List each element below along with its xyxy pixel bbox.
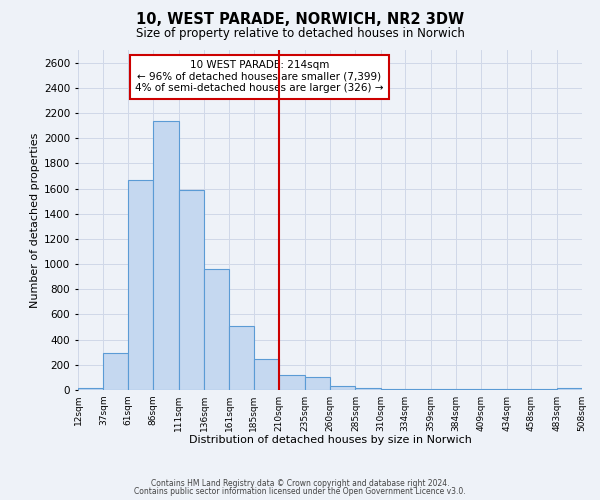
Bar — [179, 190, 204, 390]
Text: 10 WEST PARADE: 214sqm
← 96% of detached houses are smaller (7,399)
4% of semi-d: 10 WEST PARADE: 214sqm ← 96% of detached… — [135, 60, 383, 94]
Bar — [305, 378, 330, 390]
Bar — [229, 326, 254, 390]
Bar — [78, 388, 103, 390]
Bar — [355, 388, 381, 390]
X-axis label: Distribution of detached houses by size in Norwich: Distribution of detached houses by size … — [188, 436, 472, 446]
Text: 10, WEST PARADE, NORWICH, NR2 3DW: 10, WEST PARADE, NORWICH, NR2 3DW — [136, 12, 464, 28]
Text: Size of property relative to detached houses in Norwich: Size of property relative to detached ho… — [136, 28, 464, 40]
Y-axis label: Number of detached properties: Number of detached properties — [30, 132, 40, 308]
Bar — [103, 353, 128, 390]
Text: Contains HM Land Registry data © Crown copyright and database right 2024.: Contains HM Land Registry data © Crown c… — [151, 478, 449, 488]
Bar — [128, 180, 153, 390]
Bar — [153, 120, 179, 390]
Text: Contains public sector information licensed under the Open Government Licence v3: Contains public sector information licen… — [134, 487, 466, 496]
Bar — [204, 269, 229, 390]
Bar — [279, 375, 305, 390]
Bar — [330, 386, 355, 390]
Bar — [254, 358, 279, 390]
Bar — [557, 388, 582, 390]
